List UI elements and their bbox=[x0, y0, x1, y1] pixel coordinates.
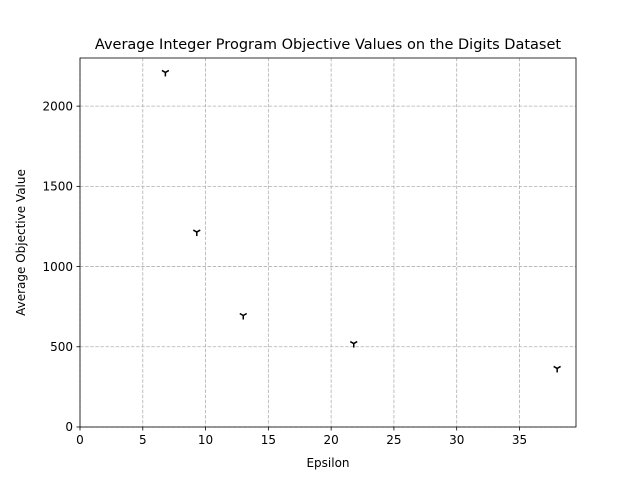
x-tick-label: 20 bbox=[323, 433, 338, 447]
y-axis-ticks: 0 500 1000 1500 2000 bbox=[42, 99, 80, 434]
x-axis-ticks: 0 5 10 15 20 25 30 35 bbox=[76, 427, 527, 447]
y-tick-label: 500 bbox=[50, 340, 73, 354]
data-points bbox=[161, 69, 562, 373]
y-axis-label: Average Objective Value bbox=[14, 169, 28, 316]
x-tick-label: 25 bbox=[386, 433, 401, 447]
y-tick-label: 0 bbox=[65, 420, 73, 434]
x-tick-label: 35 bbox=[512, 433, 527, 447]
x-axis-label: Epsilon bbox=[306, 456, 349, 470]
data-point bbox=[161, 69, 170, 77]
y-tick-label: 1500 bbox=[42, 180, 73, 194]
data-point bbox=[239, 312, 248, 320]
y-tick-label: 1000 bbox=[42, 260, 73, 274]
plot-area-frame bbox=[79, 57, 577, 428]
x-tick-label: 10 bbox=[198, 433, 213, 447]
data-point bbox=[553, 365, 562, 373]
x-tick-label: 5 bbox=[139, 433, 147, 447]
x-tick-label: 30 bbox=[449, 433, 464, 447]
x-tick-label: 0 bbox=[76, 433, 84, 447]
x-tick-label: 15 bbox=[261, 433, 276, 447]
data-point bbox=[192, 229, 201, 237]
data-point bbox=[349, 340, 358, 348]
chart-title: Average Integer Program Objective Values… bbox=[95, 37, 562, 53]
y-tick-label: 2000 bbox=[42, 99, 73, 113]
grid-lines bbox=[79, 58, 576, 428]
